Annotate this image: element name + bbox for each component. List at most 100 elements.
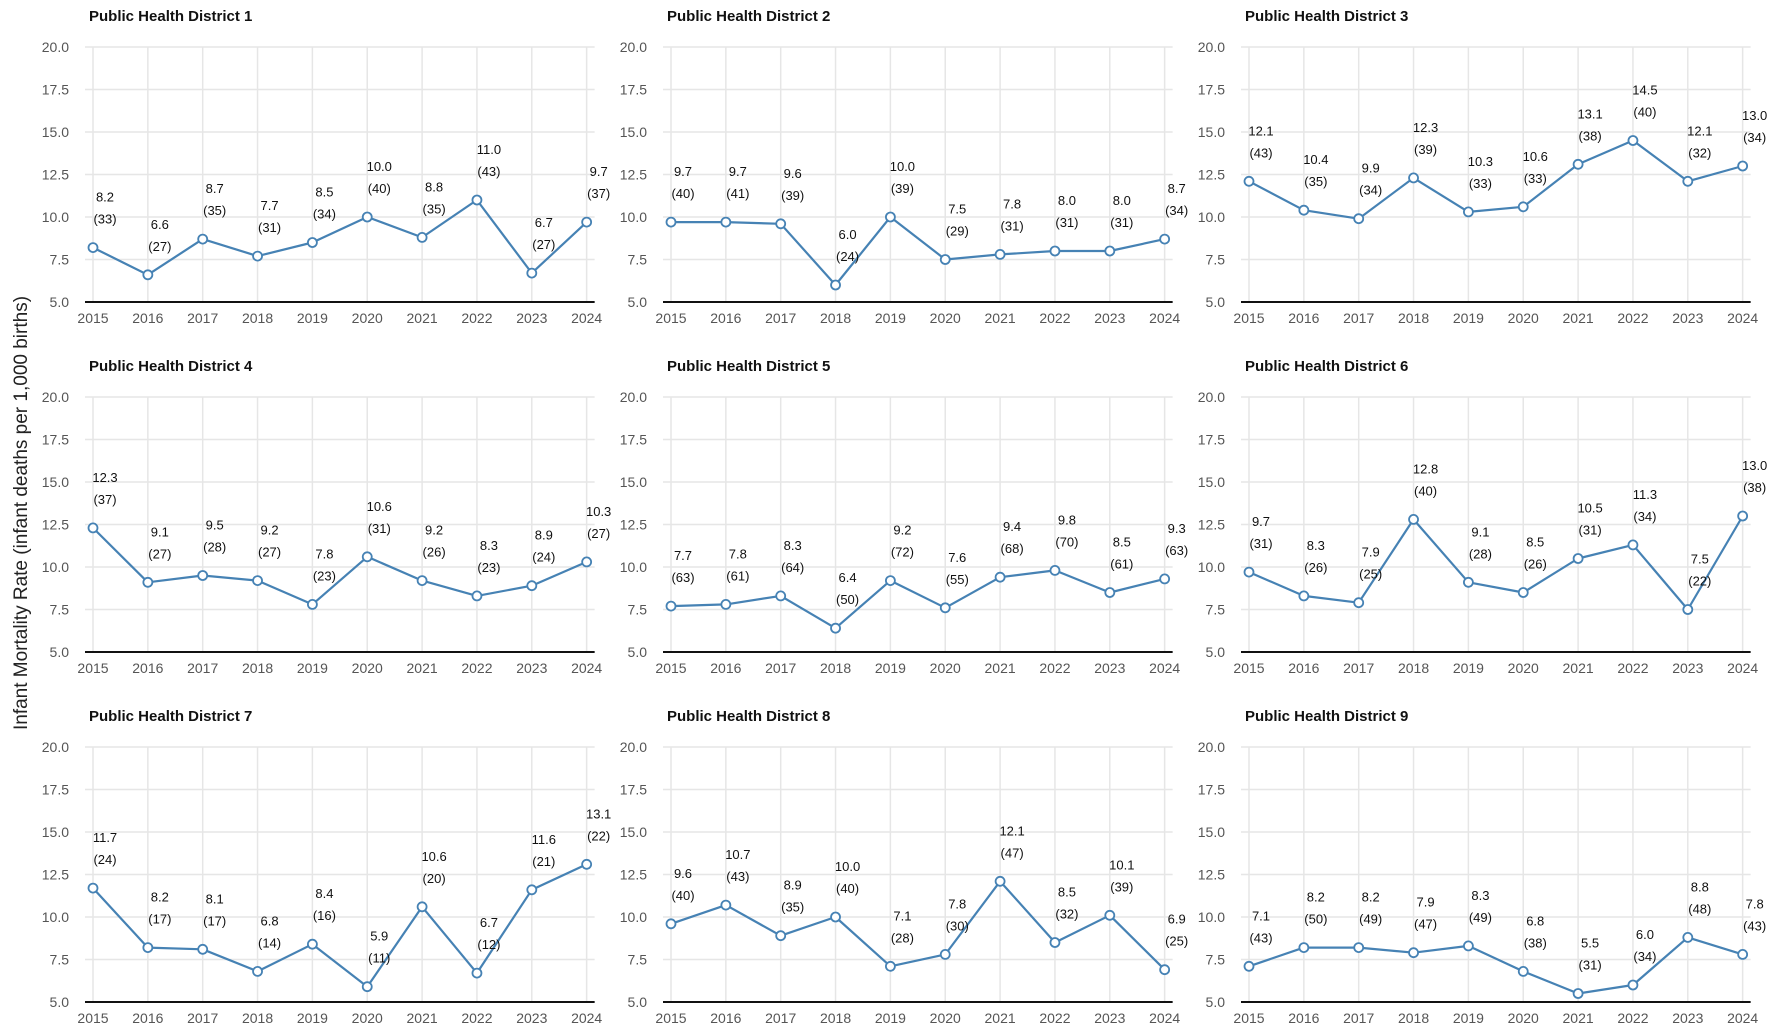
deaths-label: (28) [203,540,226,555]
rate-label: 9.2 [261,523,279,538]
deaths-label: (28) [891,930,914,945]
panel-title: Public Health District 4 [89,358,253,375]
deaths-label: (43) [1249,145,1272,160]
data-point [361,551,373,563]
x-tick-label: 2021 [1563,1010,1594,1026]
rate-label: 9.9 [1362,161,1380,176]
deaths-label: (50) [836,592,859,607]
rate-label: 7.7 [261,198,279,213]
y-tick-label: 7.5 [628,952,648,968]
x-tick-label: 2016 [132,1010,163,1026]
data-point [1463,576,1474,588]
rate-label: 9.4 [1003,519,1021,534]
x-tick-label: 2016 [132,660,163,676]
rate-label: 9.7 [674,164,692,179]
deaths-label: (39) [891,181,914,196]
rate-label: 10.1 [1109,857,1134,872]
data-point [197,943,209,955]
data-point [830,279,841,291]
data-point [1627,539,1639,551]
y-tick-label: 17.5 [1198,782,1225,798]
data-point [1243,566,1255,578]
deaths-label: (23) [313,568,336,583]
data-point [994,571,1006,583]
deaths-label: (40) [1414,483,1437,498]
x-tick-label: 2022 [1617,310,1648,326]
y-tick-label: 10.0 [1198,559,1225,575]
data-point [471,967,483,979]
deaths-label: (40) [836,881,859,896]
panel-district-7: Public Health District 7 5.0 7.5 10.0 12.5 15… [42,708,612,1026]
x-tick-label: 2021 [407,310,438,326]
panel-title: Public Health District 2 [667,8,830,25]
data-point [1737,160,1749,172]
deaths-label: (33) [1524,171,1547,186]
rate-label: 7.9 [1417,895,1435,910]
data-point [87,242,99,254]
rate-label: 9.2 [893,523,911,538]
y-tick-label: 12.5 [1198,867,1225,883]
x-tick-label: 2019 [1453,310,1484,326]
x-tick-label: 2022 [1039,660,1070,676]
x-tick-label: 2024 [1149,310,1180,326]
deaths-label: (48) [1688,901,1711,916]
data-point [581,858,593,870]
deaths-label: (24) [836,249,859,264]
x-tick-label: 2018 [820,660,851,676]
deaths-label: (72) [891,545,914,560]
x-tick-label: 2024 [1727,310,1758,326]
x-tick-label: 2020 [352,1010,383,1026]
y-tick-label: 12.5 [42,867,69,883]
rate-label: 7.7 [674,548,692,563]
rate-label: 11.6 [532,832,556,847]
data-point [830,911,841,923]
data-point [1682,175,1694,187]
x-tick-label: 2017 [187,310,218,326]
data-point [885,575,896,586]
x-tick-label: 2016 [1288,1010,1319,1026]
x-tick-label: 2017 [187,1010,218,1026]
deaths-label: (63) [671,570,694,585]
deaths-label: (33) [1469,176,1492,191]
data-point [720,599,732,610]
y-tick-label: 15.0 [42,474,69,490]
rate-label: 6.8 [1526,913,1544,928]
rate-label: 7.5 [1691,552,1709,567]
x-tick-label: 2016 [132,310,163,326]
data-point [720,216,732,228]
rate-label: 10.6 [1523,149,1548,164]
y-tick-label: 15.0 [1198,474,1225,490]
rate-label: 7.8 [948,896,966,911]
data-point [775,590,787,602]
rate-label: 9.6 [784,166,802,181]
series-line [670,880,1166,971]
x-tick-label: 2019 [875,1010,906,1026]
rate-label: 13.1 [586,806,611,821]
deaths-label: (43) [726,869,749,884]
rate-label: 14.5 [1632,83,1657,98]
data-point [471,194,483,206]
rate-label: 10.4 [1303,152,1328,167]
data-point [1353,597,1365,609]
deaths-label: (40) [1633,105,1656,120]
x-tick-label: 2022 [1617,1010,1648,1026]
data-point [994,248,1006,260]
x-tick-label: 2022 [461,310,492,326]
rate-label: 10.6 [421,849,446,864]
deaths-label: (34) [1359,183,1382,198]
rate-label: 6.6 [151,217,169,232]
data-point [526,580,538,592]
y-tick-label: 20.0 [42,39,69,55]
data-point [1049,565,1061,576]
deaths-label: (37) [587,186,610,201]
rate-label: 5.9 [370,929,388,944]
y-tick-label: 20.0 [42,389,69,405]
y-tick-label: 7.5 [1206,252,1226,268]
y-tick-label: 12.5 [42,167,69,183]
deaths-label: (30) [946,918,969,933]
y-tick-label: 15.0 [42,124,69,140]
rate-label: 12.8 [1413,461,1438,476]
x-tick-label: 2024 [571,1010,602,1026]
deaths-label: (40) [671,186,694,201]
data-point [1104,909,1116,921]
